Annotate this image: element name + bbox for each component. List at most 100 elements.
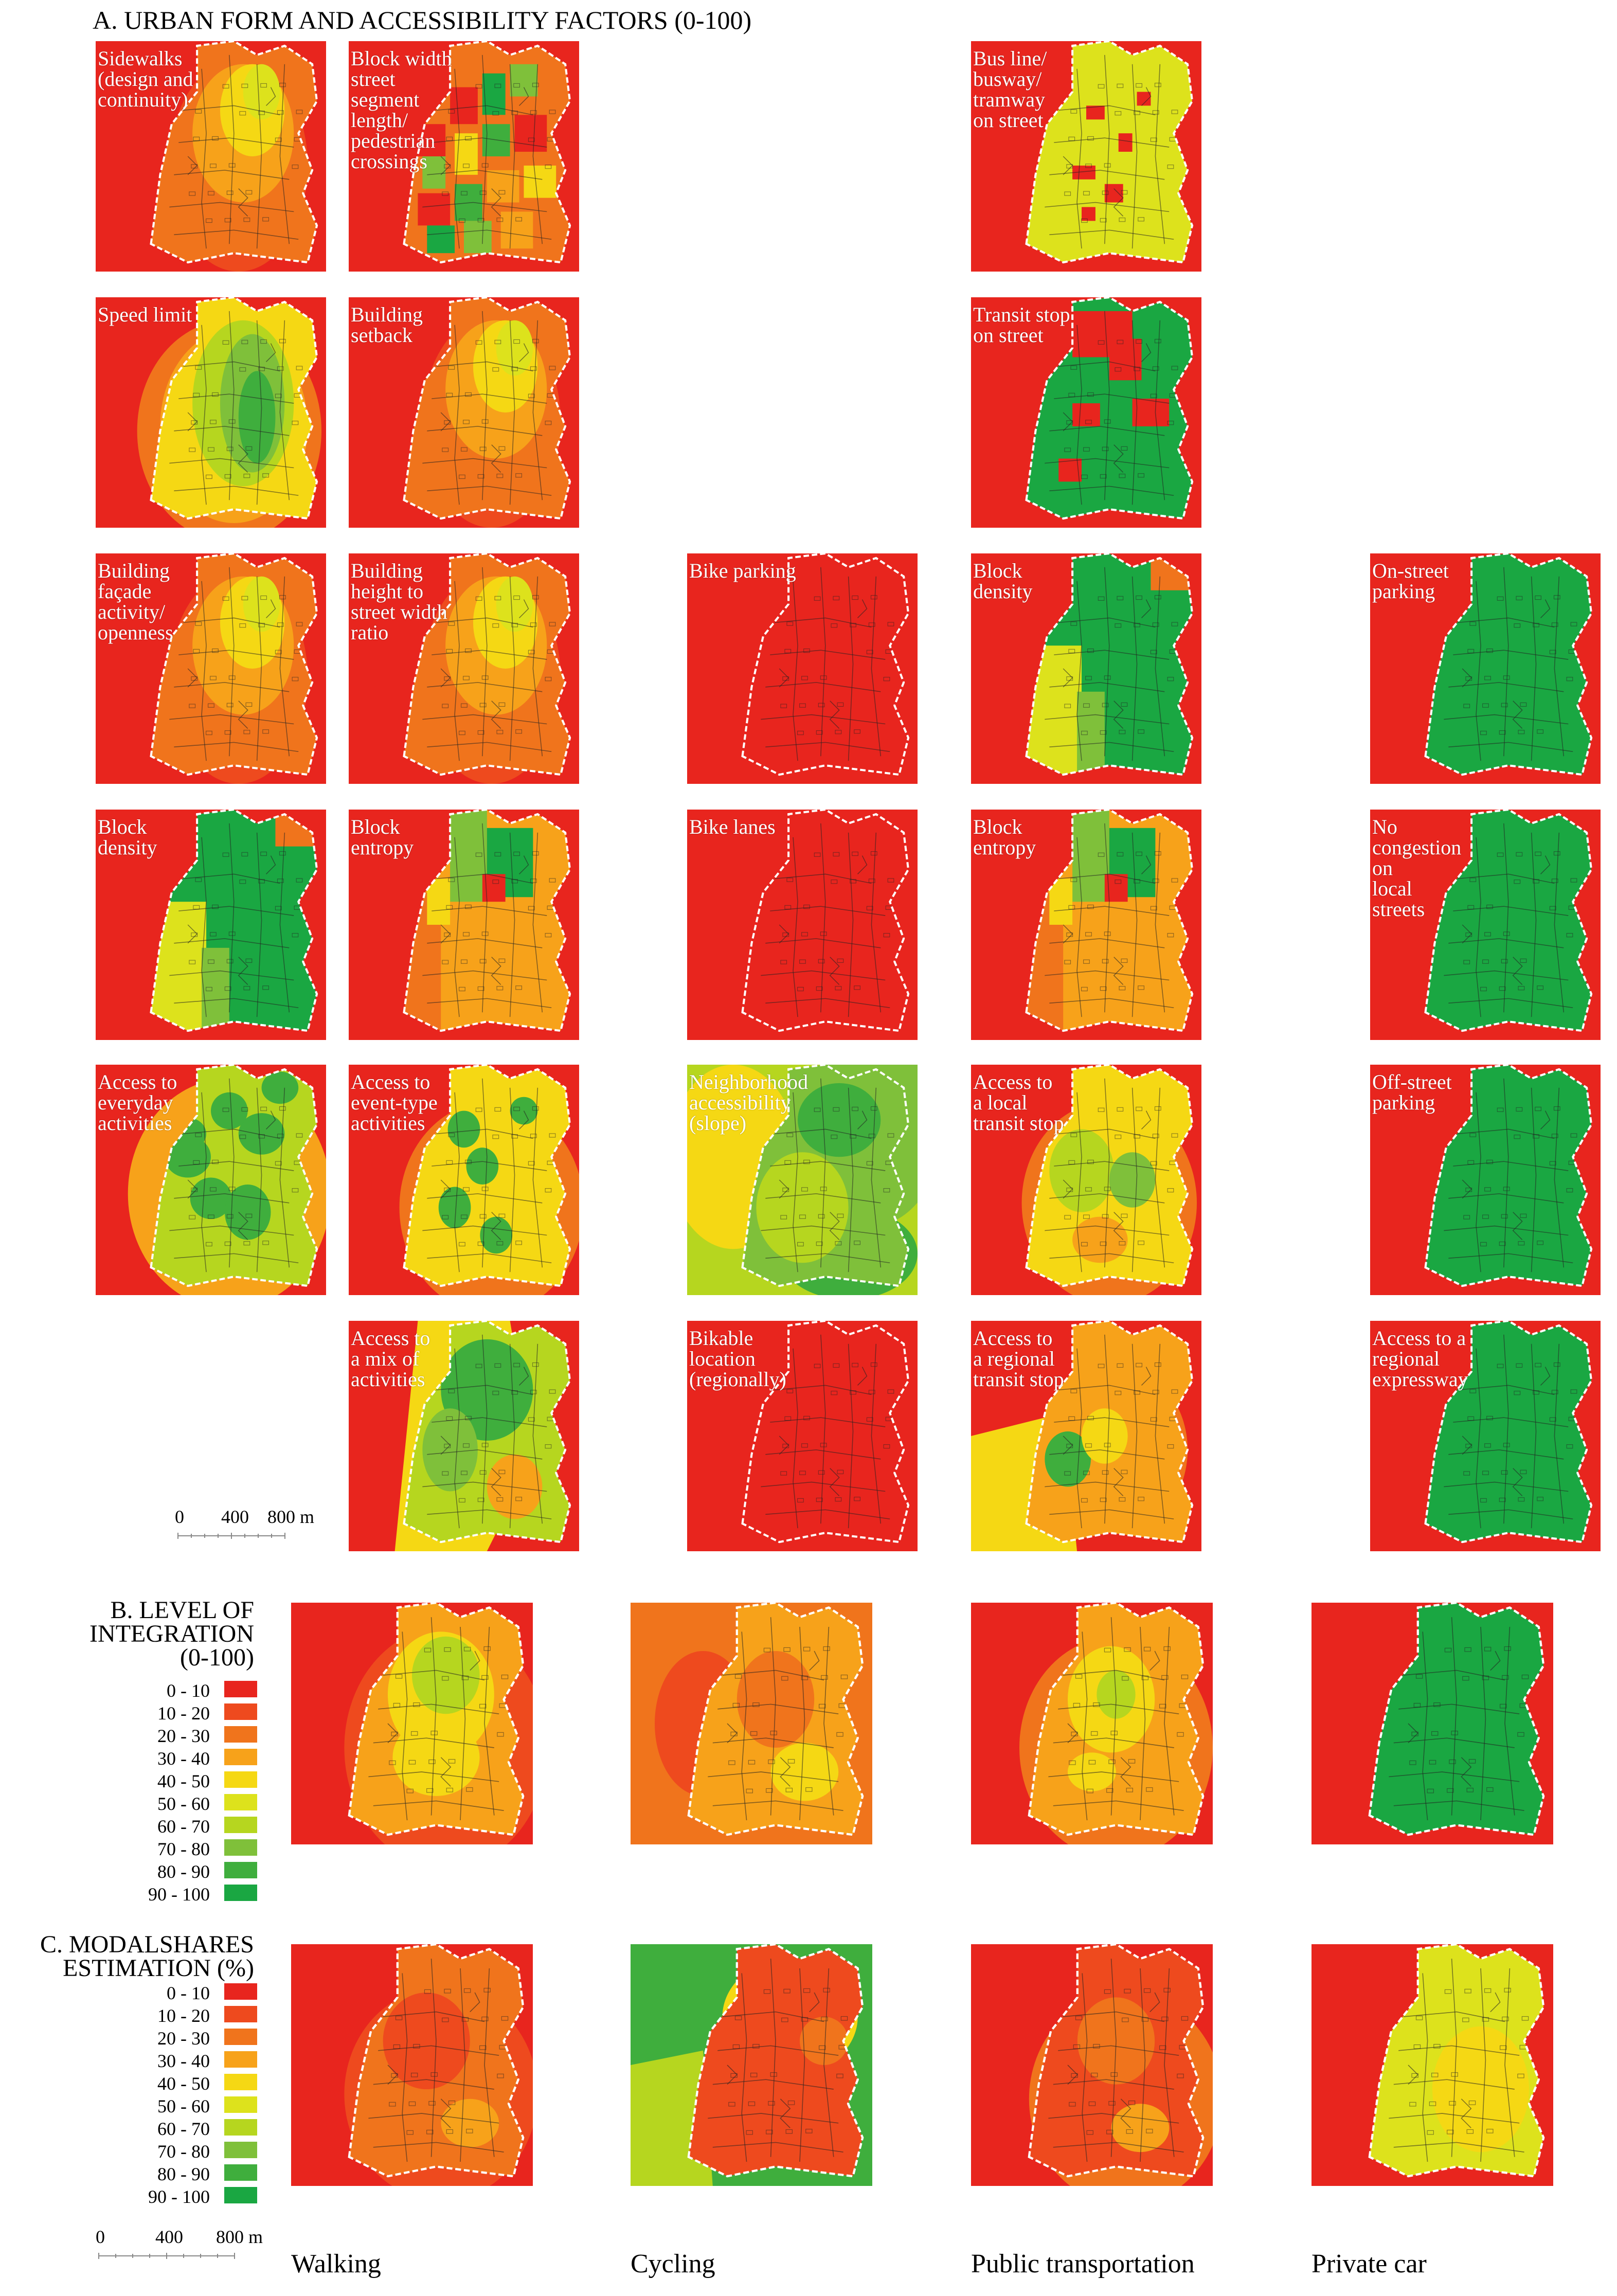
- legend-label: 0 - 10: [167, 1680, 210, 1701]
- legend-modalshare: 0 - 10 10 - 20 20 - 30 30 - 40 40 - 50 50 - 6…: [72, 1980, 257, 2207]
- legend-item: 70 - 80: [72, 1836, 257, 1859]
- legend-label: 80 - 90: [157, 2164, 210, 2184]
- legend-item: 30 - 40: [72, 2048, 257, 2071]
- legend-swatch: [224, 1726, 257, 1743]
- map-label: Block entropy: [351, 815, 414, 859]
- map-raster: [291, 1603, 533, 1844]
- legend-label: 60 - 70: [157, 1816, 210, 1837]
- legend-item: 0 - 10: [72, 1980, 257, 2003]
- legend-item: 30 - 40: [72, 1746, 257, 1769]
- legend-item: 90 - 100: [72, 1881, 257, 1905]
- legend-swatch: [224, 1703, 257, 1720]
- scale-tick-800: 800 m: [267, 1506, 315, 1527]
- map-raster: [96, 553, 326, 784]
- factor-map: Access to a mix of activities: [349, 1321, 579, 1551]
- factor-map: Block entropy: [971, 810, 1201, 1040]
- factor-map: Off-street parking: [1370, 1065, 1601, 1295]
- map-raster: [971, 41, 1201, 272]
- legend-label: 50 - 60: [157, 2096, 210, 2116]
- map-raster: [971, 1603, 1213, 1844]
- map-raster: [971, 1065, 1201, 1295]
- legend-label: 0 - 10: [167, 1983, 210, 2003]
- legend-label: 30 - 40: [157, 2051, 210, 2071]
- factor-map: No congestion on local streets: [1370, 810, 1601, 1040]
- legend-swatch: [224, 2029, 257, 2045]
- map-label: Off-street parking: [1372, 1070, 1452, 1114]
- factor-map: Access to a regional expressway: [1370, 1321, 1601, 1551]
- map-label: Building height to street width ratio: [351, 559, 447, 644]
- map-label: Access to event-type activities: [351, 1070, 438, 1135]
- legend-item: 40 - 50: [72, 2071, 257, 2094]
- column-label-public-transportation: Public transportation: [971, 2249, 1195, 2279]
- legend-item: 10 - 20: [72, 1700, 257, 1724]
- map-label: Block width street segment length/ pedes…: [351, 47, 452, 173]
- factor-map: Neighborhood accessibility (slope): [687, 1065, 918, 1295]
- legend-item: 60 - 70: [72, 1814, 257, 1837]
- legend-item: 20 - 30: [72, 1723, 257, 1746]
- factor-map: Building height to street width ratio: [349, 553, 579, 784]
- factor-map: Sidewalks (design and continuity): [96, 41, 326, 272]
- column-label-private-car: Private car: [1311, 2249, 1427, 2279]
- map-raster: [971, 297, 1201, 528]
- legend-label: 10 - 20: [157, 1703, 210, 1724]
- factor-map: Speed limit: [96, 297, 326, 528]
- map-raster: [349, 553, 579, 784]
- map-label: Block density: [973, 559, 1033, 603]
- map-label: Access to a mix of activities: [351, 1326, 430, 1391]
- map-label: Bike lanes: [689, 815, 776, 838]
- map-raster: [349, 1065, 579, 1295]
- legend-swatch: [224, 2119, 257, 2136]
- map-raster: [349, 41, 579, 272]
- modalshare-map: [631, 1944, 872, 2186]
- map-raster: [349, 810, 579, 1040]
- map-raster: [971, 810, 1201, 1040]
- map-raster: [96, 1065, 326, 1295]
- legend-item: 60 - 70: [72, 2116, 257, 2139]
- legend-item: 10 - 20: [72, 2003, 257, 2026]
- map-raster: [687, 553, 918, 784]
- map-raster: [631, 1603, 872, 1844]
- scale-tick-0: 0: [96, 2227, 105, 2247]
- legend-swatch: [224, 2006, 257, 2022]
- map-raster: [1370, 553, 1601, 784]
- scale-tick-0: 0: [175, 1506, 184, 1527]
- legend-item: 70 - 80: [72, 2139, 257, 2162]
- map-raster: [631, 1944, 872, 2186]
- legend-item: 50 - 60: [72, 2093, 257, 2116]
- factor-map: Access to everyday activities: [96, 1065, 326, 1295]
- map-label: Transit stop on street: [973, 303, 1070, 347]
- map-label: Bikable location (regionally): [689, 1326, 786, 1391]
- map-raster: [1370, 1321, 1601, 1551]
- integration-map: [1311, 1603, 1553, 1844]
- legend-label: 40 - 50: [157, 1771, 210, 1791]
- map-raster: [971, 1944, 1213, 2186]
- map-raster: [1311, 1603, 1553, 1844]
- scale-bar-c: 0 400 800 m: [96, 2226, 265, 2267]
- modalshare-map: [971, 1944, 1213, 2186]
- legend-swatch: [224, 2142, 257, 2158]
- map-raster: [687, 810, 918, 1040]
- factor-map: Bikable location (regionally): [687, 1321, 918, 1551]
- legend-item: 50 - 60: [72, 1791, 257, 1814]
- map-raster: [349, 1321, 579, 1551]
- integration-map: [971, 1603, 1213, 1844]
- section-b-title: B. LEVEL OF INTEGRATION (0-100): [89, 1597, 254, 1671]
- legend-label: 80 - 90: [157, 1861, 210, 1882]
- legend-swatch: [224, 1817, 257, 1833]
- legend-swatch: [224, 1771, 257, 1788]
- legend-item: 80 - 90: [72, 1859, 257, 1882]
- map-raster: [1370, 810, 1601, 1040]
- scale-tick-400: 400: [155, 2227, 183, 2247]
- map-label: Access to everyday activities: [98, 1070, 177, 1135]
- legend-swatch: [224, 1862, 257, 1878]
- map-label: Access to a local transit stop: [973, 1070, 1064, 1135]
- scale-tick-800: 800 m: [216, 2227, 263, 2247]
- map-raster: [96, 297, 326, 528]
- map-raster: [96, 41, 326, 272]
- map-label: Block density: [98, 815, 157, 859]
- map-label: Access to a regional expressway: [1372, 1326, 1468, 1391]
- factor-map: Block width street segment length/ pedes…: [349, 41, 579, 272]
- legend-swatch: [224, 2187, 257, 2203]
- legend-swatch: [224, 1839, 257, 1856]
- legend-swatch: [224, 2164, 257, 2181]
